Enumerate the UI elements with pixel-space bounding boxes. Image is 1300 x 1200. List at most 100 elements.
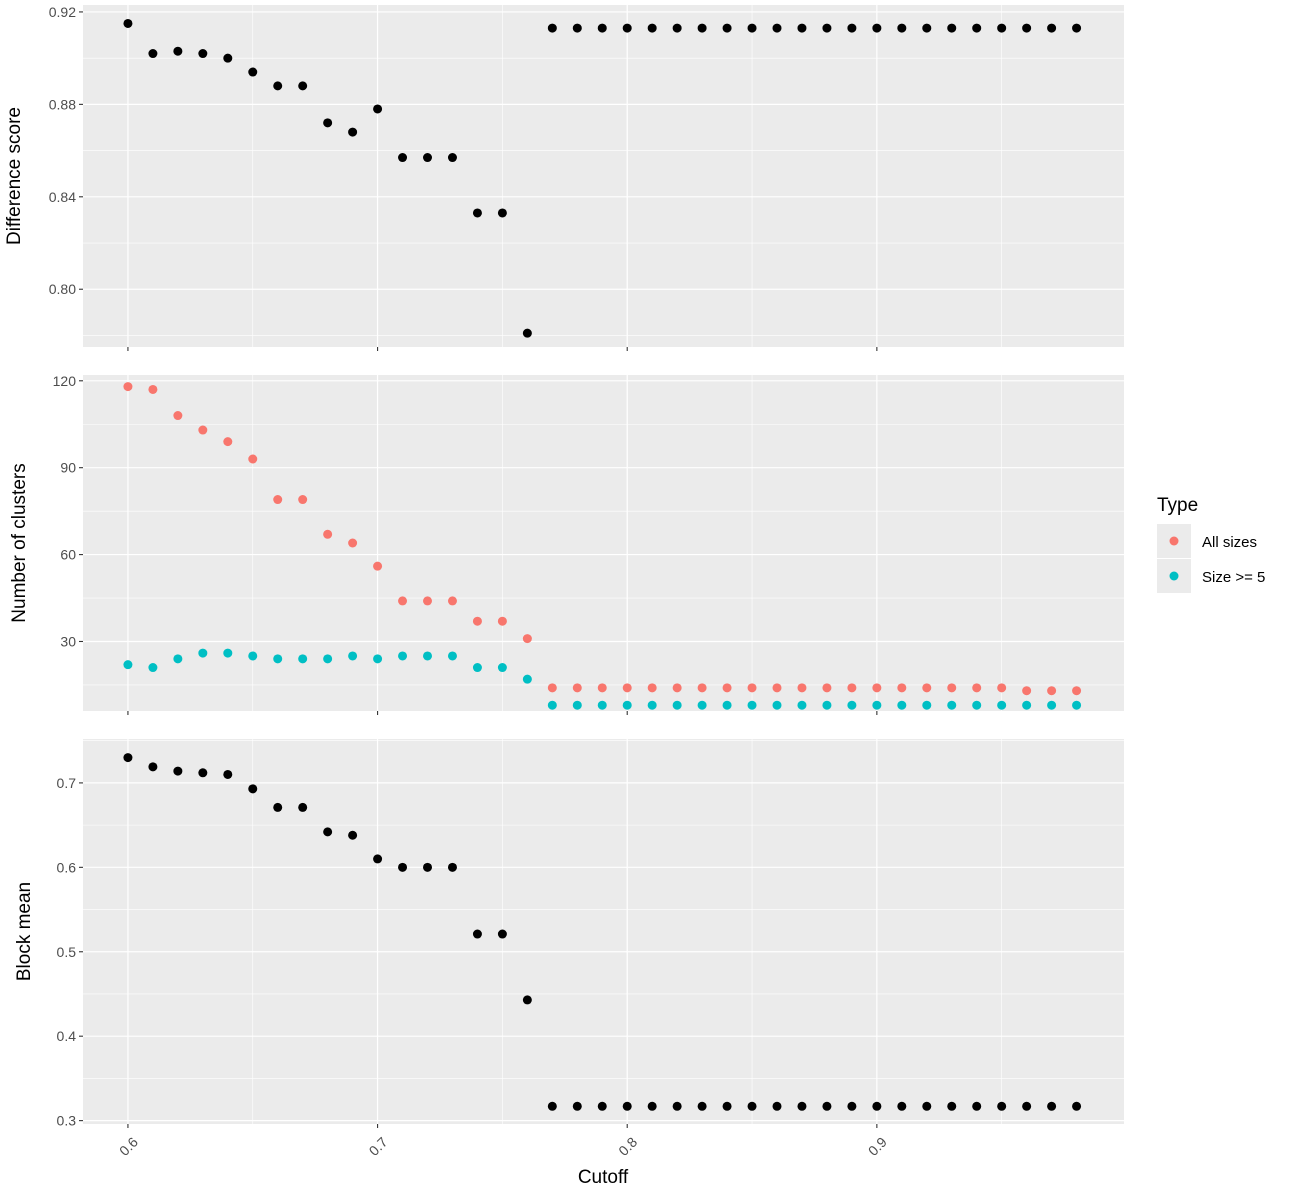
data-point-series-0 [822, 683, 832, 693]
data-point-series-1 [1022, 700, 1032, 710]
data-point-series-1 [622, 700, 632, 710]
panel-background [83, 5, 1124, 347]
data-point-series-0 [647, 1101, 657, 1111]
data-point-series-0 [922, 23, 932, 33]
y-tick-label: 0.6 [57, 859, 77, 875]
y-tick-label: 0.84 [49, 189, 76, 205]
data-point-series-1 [747, 700, 757, 710]
data-point-series-0 [897, 23, 907, 33]
data-point-series-0 [797, 23, 807, 33]
data-point-series-0 [1047, 23, 1057, 33]
data-point-series-0 [897, 1101, 907, 1111]
data-point-series-0 [622, 683, 632, 693]
data-point-series-0 [647, 23, 657, 33]
data-point-series-0 [1022, 686, 1032, 696]
data-point-series-0 [572, 1101, 582, 1111]
data-point-series-1 [647, 700, 657, 710]
data-point-series-0 [922, 683, 932, 693]
data-point-series-0 [647, 683, 657, 693]
x-tick-label: 0.8 [615, 1134, 640, 1159]
data-point-series-0 [248, 454, 258, 464]
data-point-series-0 [747, 1101, 757, 1111]
data-point-series-0 [572, 683, 582, 693]
y-axis-title: Difference score [4, 107, 25, 245]
data-point-series-0 [847, 1101, 857, 1111]
data-point-series-0 [1022, 23, 1032, 33]
data-point-series-0 [447, 153, 457, 163]
data-point-series-1 [173, 654, 183, 664]
data-point-series-1 [123, 660, 133, 670]
data-point-series-1 [398, 651, 408, 661]
data-point-series-1 [547, 700, 557, 710]
y-tick-label: 0.88 [49, 96, 76, 112]
data-point-series-0 [622, 1101, 632, 1111]
data-point-series-1 [772, 700, 782, 710]
data-point-series-1 [897, 700, 907, 710]
data-point-series-0 [997, 1101, 1007, 1111]
panel-background [83, 375, 1124, 711]
y-tick-label: 60 [60, 547, 76, 563]
data-point-series-0 [323, 529, 333, 539]
data-point-series-1 [348, 651, 358, 661]
data-point-series-1 [597, 700, 607, 710]
panels: 0.80 0.84 0.88 0.92 Difference score 30 60 90 12… [4, 4, 1124, 1129]
data-point-series-1 [373, 654, 383, 664]
data-point-series-0 [223, 437, 233, 447]
data-point-series-0 [398, 153, 408, 163]
data-point-series-0 [423, 153, 433, 163]
data-point-series-1 [672, 700, 682, 710]
data-point-series-0 [672, 1101, 682, 1111]
data-point-series-0 [747, 683, 757, 693]
data-point-series-0 [547, 1101, 557, 1111]
legend-key-size-ge-5 [1169, 571, 1179, 581]
data-point-series-0 [972, 683, 982, 693]
data-point-series-1 [198, 648, 208, 658]
data-point-series-1 [423, 651, 433, 661]
data-point-series-1 [922, 700, 932, 710]
data-point-series-0 [472, 208, 482, 218]
data-point-series-1 [572, 700, 582, 710]
data-point-series-0 [797, 683, 807, 693]
panel-1: 30 60 90 120 Number of clusters [9, 373, 1124, 715]
data-point-series-0 [522, 634, 532, 644]
data-point-series-1 [697, 700, 707, 710]
data-point-series-0 [797, 1101, 807, 1111]
data-point-series-0 [597, 1101, 607, 1111]
data-point-series-0 [323, 827, 333, 837]
data-point-series-0 [722, 683, 732, 693]
y-tick-label: 0.92 [49, 4, 76, 20]
data-point-series-0 [597, 683, 607, 693]
data-point-series-1 [797, 700, 807, 710]
legend-label-size-ge-5: Size >= 5 [1202, 569, 1265, 586]
data-point-series-0 [772, 1101, 782, 1111]
y-tick-label: 120 [53, 373, 77, 389]
data-point-series-0 [1047, 686, 1057, 696]
data-point-series-1 [947, 700, 957, 710]
data-point-series-0 [672, 23, 682, 33]
data-point-series-0 [248, 784, 258, 794]
data-point-series-0 [1072, 23, 1082, 33]
data-point-series-0 [1047, 1101, 1057, 1111]
data-point-series-0 [373, 854, 383, 864]
data-point-series-0 [348, 830, 358, 840]
data-point-series-0 [697, 23, 707, 33]
data-point-series-0 [872, 23, 882, 33]
data-point-series-1 [273, 654, 283, 664]
data-point-series-0 [522, 995, 532, 1005]
data-point-series-0 [273, 802, 283, 812]
data-point-series-1 [148, 663, 158, 673]
data-point-series-0 [123, 18, 133, 28]
data-point-series-0 [947, 23, 957, 33]
data-point-series-0 [423, 862, 433, 872]
panel-0: 0.80 0.84 0.88 0.92 Difference score [4, 4, 1124, 351]
data-point-series-0 [173, 411, 183, 421]
legend-label-all-sizes: All sizes [1202, 534, 1257, 551]
data-point-series-0 [897, 683, 907, 693]
data-point-series-0 [872, 683, 882, 693]
y-tick-label: 90 [60, 460, 76, 476]
data-point-series-0 [148, 49, 158, 59]
y-tick-label: 0.3 [57, 1113, 77, 1129]
data-point-series-0 [997, 23, 1007, 33]
data-point-series-0 [822, 1101, 832, 1111]
